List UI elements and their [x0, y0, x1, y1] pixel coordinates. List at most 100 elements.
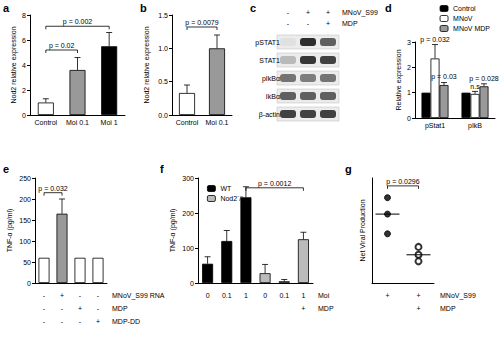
svg-text:a: a — [3, 2, 10, 14]
svg-text:+: + — [306, 9, 310, 16]
svg-text:Moi 1: Moi 1 — [101, 119, 118, 126]
svg-text:MDP: MDP — [112, 305, 128, 312]
svg-text:-: - — [61, 305, 64, 312]
svg-text:300: 300 — [182, 175, 194, 182]
svg-text:IkBα: IkBα — [266, 93, 280, 100]
svg-text:p = 0.032: p = 0.032 — [38, 185, 67, 193]
svg-text:e: e — [3, 163, 9, 175]
svg-text:p = 0.0296: p = 0.0296 — [386, 178, 419, 186]
svg-text:WT: WT — [220, 185, 232, 192]
svg-text:4: 4 — [22, 62, 26, 69]
svg-text:c: c — [250, 2, 256, 14]
svg-text:+: + — [416, 305, 420, 312]
svg-text:Net Viral Production: Net Viral Production — [359, 199, 366, 261]
svg-text:1.5: 1.5 — [158, 12, 168, 19]
svg-text:-: - — [287, 20, 290, 27]
svg-text:1: 1 — [301, 292, 305, 299]
svg-text:Control: Control — [35, 119, 58, 126]
svg-text:0.1: 0.1 — [279, 292, 289, 299]
svg-text:+: + — [385, 292, 389, 299]
svg-text:0: 0 — [206, 292, 210, 299]
svg-text:-: - — [287, 9, 290, 16]
svg-text:-: - — [97, 292, 100, 299]
svg-text:d: d — [385, 2, 392, 14]
svg-text:2: 2 — [407, 64, 411, 71]
svg-text:pIkBα: pIkBα — [262, 75, 280, 83]
svg-text:Nod2 relative expression: Nod2 relative expression — [10, 26, 18, 103]
svg-text:Moi: Moi — [318, 292, 330, 299]
svg-text:p = 0.02: p = 0.02 — [49, 42, 75, 50]
svg-text:MDP-DD: MDP-DD — [112, 318, 140, 325]
svg-text:pStat1: pStat1 — [425, 122, 445, 130]
svg-text:TNF-α (pg/ml): TNF-α (pg/ml) — [6, 209, 14, 253]
svg-text:β-actin: β-actin — [259, 111, 280, 119]
svg-text:Control: Control — [453, 5, 476, 12]
svg-text:100: 100 — [19, 238, 31, 245]
svg-text:TNF-α (pg/ml): TNF-α (pg/ml) — [169, 209, 177, 253]
svg-text:MNoV: MNoV — [453, 15, 473, 22]
svg-text:MNoV MDP: MNoV MDP — [453, 25, 490, 32]
svg-text:1.0: 1.0 — [158, 45, 168, 52]
svg-text:-: - — [61, 318, 64, 325]
svg-text:-: - — [43, 305, 46, 312]
svg-text:-: - — [43, 318, 46, 325]
svg-text:Relative expression: Relative expression — [395, 49, 403, 110]
svg-text:Control: Control — [176, 119, 199, 126]
svg-text:8: 8 — [22, 12, 26, 19]
svg-text:Moi 0.1: Moi 0.1 — [206, 119, 229, 126]
svg-text:1: 1 — [244, 292, 248, 299]
svg-text:STAT1: STAT1 — [259, 57, 280, 64]
svg-text:n.s: n.s — [470, 83, 480, 90]
svg-text:+: + — [78, 305, 82, 312]
svg-text:+: + — [416, 292, 420, 299]
svg-text:0.1: 0.1 — [222, 292, 232, 299]
svg-text:0: 0 — [263, 292, 267, 299]
svg-text:3: 3 — [407, 39, 411, 46]
svg-text:-: - — [97, 305, 100, 312]
svg-text:p = 0.03: p = 0.03 — [431, 73, 457, 81]
svg-text:50: 50 — [23, 259, 31, 266]
svg-text:MNoV_S99: MNoV_S99 — [440, 292, 476, 300]
svg-text:0: 0 — [190, 280, 194, 287]
svg-text:p = 0.032: p = 0.032 — [420, 36, 449, 44]
svg-text:MNoV_S99: MNoV_S99 — [342, 9, 378, 17]
svg-text:p = 0.028: p = 0.028 — [469, 75, 498, 83]
svg-text:+: + — [60, 292, 64, 299]
svg-text:p = 0.0012: p = 0.0012 — [258, 180, 291, 188]
svg-text:MDP: MDP — [342, 20, 358, 27]
svg-text:f: f — [160, 163, 164, 175]
svg-text:MDP: MDP — [318, 305, 334, 312]
svg-text:pIkB: pIkB — [468, 122, 482, 130]
svg-text:+: + — [96, 318, 100, 325]
svg-text:b: b — [140, 2, 147, 14]
svg-text:+: + — [326, 9, 330, 16]
svg-text:p = 0.0079: p = 0.0079 — [185, 19, 218, 27]
svg-text:Moi 0.1: Moi 0.1 — [66, 119, 89, 126]
svg-text:6: 6 — [22, 37, 26, 44]
svg-text:g: g — [345, 163, 352, 175]
svg-text:0: 0 — [407, 115, 411, 122]
svg-text:0: 0 — [27, 280, 31, 287]
svg-text:pSTAT1: pSTAT1 — [255, 39, 280, 47]
svg-text:MDP: MDP — [440, 305, 456, 312]
svg-text:0: 0 — [22, 112, 26, 119]
svg-text:Nod2 relative expression: Nod2 relative expression — [143, 26, 151, 103]
svg-text:150: 150 — [19, 217, 31, 224]
svg-text:1: 1 — [407, 89, 411, 96]
svg-text:p = 0.002: p = 0.002 — [63, 18, 92, 26]
svg-text:+: + — [301, 305, 305, 312]
svg-text:200: 200 — [182, 210, 194, 217]
svg-text:-: - — [79, 292, 82, 299]
svg-text:250: 250 — [19, 175, 31, 182]
svg-text:-: - — [43, 292, 46, 299]
svg-text:-: - — [79, 318, 82, 325]
svg-text:100: 100 — [182, 245, 194, 252]
svg-text:-: - — [307, 20, 310, 27]
svg-text:200: 200 — [19, 196, 31, 203]
svg-text:Nod2⁻/⁻: Nod2⁻/⁻ — [220, 195, 244, 202]
svg-text:2: 2 — [22, 87, 26, 94]
svg-text:+: + — [326, 20, 330, 27]
svg-text:0.5: 0.5 — [158, 78, 168, 85]
svg-text:MNoV_S99 RNA: MNoV_S99 RNA — [112, 292, 165, 300]
svg-text:0.0: 0.0 — [158, 112, 168, 119]
